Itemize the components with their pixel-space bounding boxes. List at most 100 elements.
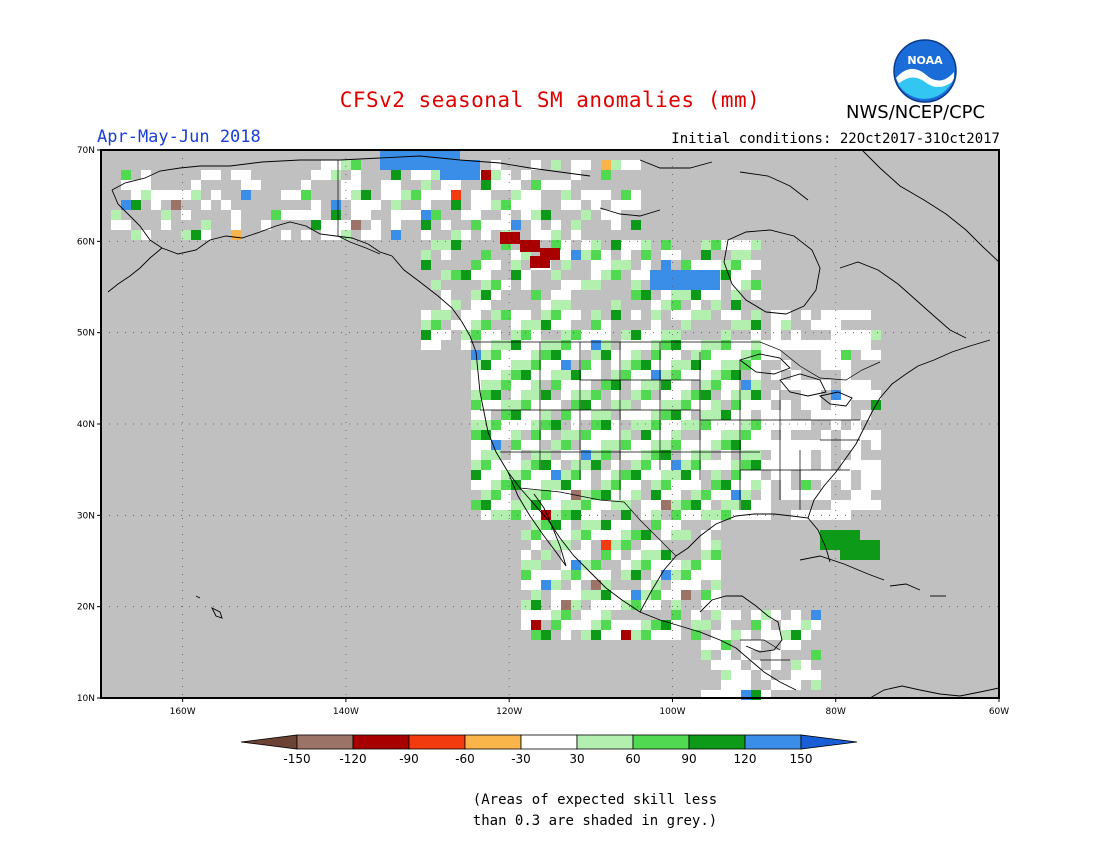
lat-tick-label: 40N — [77, 420, 95, 430]
anomaly-cell — [731, 430, 741, 440]
anomaly-cell — [341, 230, 351, 240]
anomaly-cell — [511, 450, 521, 460]
anomaly-cell — [871, 500, 881, 510]
anomaly-cell — [571, 620, 581, 630]
anomaly-cell — [501, 510, 511, 520]
anomaly-cell — [231, 210, 241, 220]
anomaly-cell — [601, 530, 611, 540]
anomaly-cell — [481, 280, 491, 290]
anomaly-cell — [641, 600, 651, 610]
anomaly-cell — [661, 380, 671, 390]
anomaly-cell — [761, 500, 771, 510]
anomaly-cell — [751, 430, 761, 440]
anomaly-cell — [481, 270, 491, 280]
anomaly-cell — [551, 570, 561, 580]
anomaly-cell — [771, 350, 781, 360]
anomaly-cell — [801, 620, 811, 630]
anomaly-cell — [691, 350, 701, 360]
anomaly-cell — [481, 450, 491, 460]
anomaly-cell — [501, 470, 511, 480]
anomaly-cell — [781, 360, 791, 370]
anomaly-cell — [801, 490, 811, 500]
anomaly-cell — [741, 400, 751, 410]
anomaly-cell — [631, 470, 641, 480]
anomaly-cell — [781, 440, 791, 450]
anomaly-cell — [641, 420, 651, 430]
anomaly-cell — [481, 180, 491, 190]
anomaly-cell — [541, 350, 551, 360]
anomaly-cell — [711, 370, 721, 380]
anomaly-cell — [501, 490, 511, 500]
anomaly-cell — [421, 190, 431, 200]
anomaly-cell — [591, 320, 601, 330]
anomaly-cell — [691, 300, 701, 310]
anomaly-cell — [581, 190, 591, 200]
anomaly-cell — [491, 260, 501, 270]
anomaly-cell — [711, 610, 721, 620]
anomaly-cell — [821, 510, 831, 520]
anomaly-cell — [711, 550, 721, 560]
anomaly-cell — [521, 360, 531, 370]
anomaly-cell — [311, 210, 321, 220]
anomaly-cell — [531, 500, 541, 510]
anomaly-cell — [681, 390, 691, 400]
anomaly-cell — [531, 370, 541, 380]
anomaly-cell — [831, 360, 841, 370]
anomaly-cell — [471, 290, 481, 300]
anomaly-cell — [621, 430, 631, 440]
anomaly-cell — [631, 190, 641, 200]
anomaly-cell — [571, 340, 581, 350]
anomaly-cell — [601, 580, 611, 590]
anomaly-cell — [571, 380, 581, 390]
anomaly-cell — [191, 180, 201, 190]
anomaly-cell — [691, 620, 701, 630]
anomaly-cell — [521, 570, 531, 580]
anomaly-cell — [451, 240, 461, 250]
anomaly-cell — [731, 490, 741, 500]
anomaly-cell — [541, 510, 551, 520]
legend-arrow-left — [240, 734, 298, 750]
anomaly-cell — [721, 460, 731, 470]
anomaly-cell — [531, 480, 541, 490]
color-legend: -150 -120 -90 -60 -30 30 60 90 120 150 — [240, 734, 858, 766]
anomaly-cell — [681, 470, 691, 480]
anomaly-cell — [531, 600, 541, 610]
anomaly-cell — [521, 500, 531, 510]
anomaly-cell — [581, 470, 591, 480]
legend-color-box — [408, 734, 466, 750]
anomaly-cell — [651, 300, 661, 310]
anomaly-cell — [151, 190, 161, 200]
anomaly-cell — [721, 430, 731, 440]
anomaly-cell — [131, 230, 141, 240]
anomaly-cell — [731, 310, 741, 320]
anomaly-cell — [541, 370, 551, 380]
anomaly-cell — [471, 480, 481, 490]
anomaly-cell — [721, 450, 731, 460]
anomaly-cell — [531, 510, 541, 520]
anomaly-cell — [671, 470, 681, 480]
anomaly-cell — [781, 380, 791, 390]
anomaly-cell — [451, 320, 461, 330]
anomaly-cell — [481, 200, 491, 210]
anomaly-cell — [431, 330, 441, 340]
anomaly-cell — [641, 590, 651, 600]
anomaly-cell — [501, 410, 511, 420]
anomaly-cell — [591, 410, 601, 420]
anomaly-cell — [421, 310, 431, 320]
anomaly-cell — [771, 420, 781, 430]
anomaly-cell — [681, 450, 691, 460]
anomaly-cell — [781, 490, 791, 500]
anomaly-cell — [471, 190, 481, 200]
anomaly-cell — [521, 620, 531, 630]
anomaly-cell — [371, 220, 381, 230]
anomaly-cell — [621, 620, 631, 630]
legend-color-box — [744, 734, 802, 750]
legend-color-box — [576, 734, 634, 750]
anomaly-cell — [481, 340, 491, 350]
anomaly-cell — [651, 630, 661, 640]
anomaly-cell — [621, 340, 631, 350]
anomaly-cell — [541, 320, 551, 330]
anomaly-cell — [541, 180, 551, 190]
anomaly-cell — [471, 300, 481, 310]
legend-label: 60 — [625, 752, 640, 766]
